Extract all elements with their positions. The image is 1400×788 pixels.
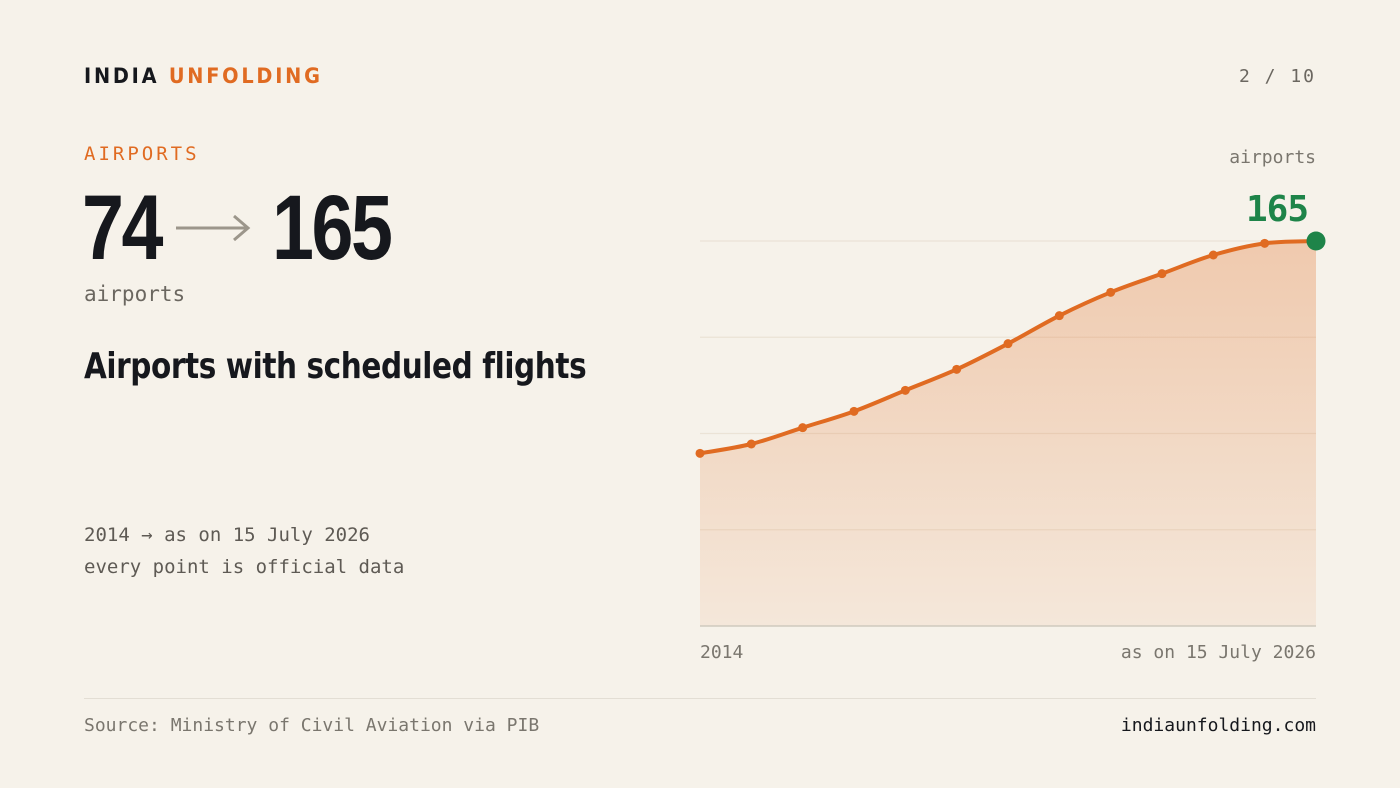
- chart-end-point: [1306, 231, 1326, 251]
- section-kicker: AIRPORTS: [84, 143, 200, 165]
- chart-data-point: [1157, 269, 1167, 279]
- chart-data-point: [900, 385, 910, 395]
- right-arrow-icon: [176, 214, 251, 242]
- end-value: 165: [272, 177, 393, 279]
- chart-data-point: [746, 439, 756, 449]
- headline-numbers: 74 165: [82, 178, 417, 278]
- chart-data-point: [798, 423, 808, 433]
- chart-points: [695, 231, 1326, 458]
- chart-data-point: [952, 364, 962, 374]
- note-line-2: every point is official data: [84, 556, 405, 578]
- chart-y-label: airports: [1229, 147, 1316, 168]
- chart-area-fill: [700, 241, 1316, 626]
- page-counter: 2 / 10: [1238, 66, 1316, 87]
- note-line-1: 2014 → as on 15 July 2026: [84, 524, 370, 546]
- brand-logo: INDIA UNFOLDING: [84, 62, 323, 90]
- chart-data-point: [1054, 311, 1064, 321]
- chart-x-end-label: as on 15 July 2026: [1121, 642, 1316, 663]
- chart-data-point: [1208, 250, 1218, 260]
- chart-data-point: [1003, 339, 1013, 349]
- chart-data-point: [1106, 287, 1116, 297]
- chart-data-point: [695, 448, 705, 458]
- site-url[interactable]: indiaunfolding.com: [1120, 715, 1316, 736]
- brand-part-2: UNFOLDING: [168, 64, 323, 88]
- source-credit: Source: Ministry of Civil Aviation via P…: [84, 715, 540, 736]
- chart-headline: Airports with scheduled flights: [84, 346, 587, 387]
- value-unit: airports: [84, 282, 186, 306]
- chart-x-start-label: 2014: [700, 642, 743, 663]
- footer-divider: [84, 698, 1316, 699]
- chart-data-point: [849, 406, 859, 416]
- chart-data-point: [1260, 238, 1270, 248]
- date-range-note: 2014 → as on 15 July 2026 every point is…: [84, 519, 404, 583]
- start-value: 74: [82, 177, 163, 279]
- chart-end-value-label: 165: [1246, 189, 1308, 230]
- brand-part-1: INDIA: [84, 64, 160, 88]
